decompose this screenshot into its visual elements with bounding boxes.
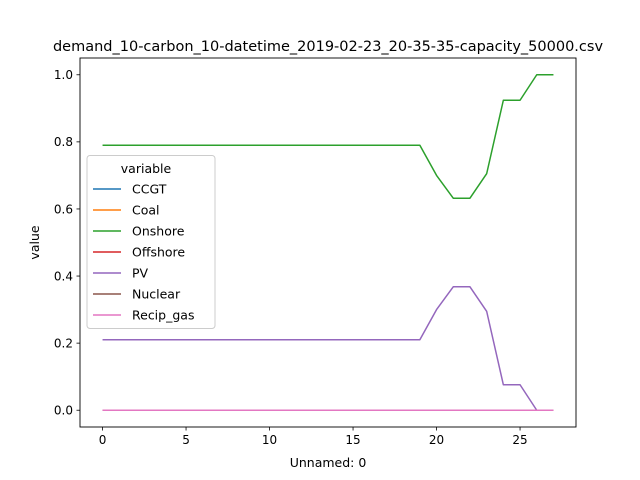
legend-box bbox=[86, 155, 216, 329]
y-tick-label: 0.2 bbox=[54, 336, 73, 350]
y-tick-label: 0.8 bbox=[54, 135, 73, 149]
y-tick-label: 1.0 bbox=[54, 68, 73, 82]
legend-label-coal: Coal bbox=[132, 203, 160, 218]
legend-label-pv: PV bbox=[132, 266, 149, 281]
series-line-onshore bbox=[102, 74, 554, 199]
plot-area-frame bbox=[79, 57, 577, 428]
x-tick-label: 10 bbox=[262, 433, 277, 447]
legend-label-nuclear: Nuclear bbox=[132, 287, 181, 302]
legend-label-onshore: Onshore bbox=[132, 224, 185, 239]
x-tick-label: 0 bbox=[99, 433, 107, 447]
y-tick-label: 0.4 bbox=[54, 269, 73, 283]
y-tick-label: 0.0 bbox=[54, 404, 73, 418]
x-tick-label: 25 bbox=[512, 433, 527, 447]
x-tick-label: 5 bbox=[182, 433, 190, 447]
x-tick-label: 20 bbox=[429, 433, 444, 447]
x-axis-label: Unnamed: 0 bbox=[290, 455, 367, 470]
chart-title: demand_10-carbon_10-datetime_2019-02-23_… bbox=[53, 39, 603, 55]
x-axis: 0 5 10 15 20 25 bbox=[99, 427, 528, 447]
series-layer bbox=[102, 74, 554, 411]
y-axis: 0.0 0.2 0.4 0.6 0.8 1.0 bbox=[54, 68, 80, 418]
y-tick-label: 0.6 bbox=[54, 202, 73, 216]
legend-label-ccgt: CCGT bbox=[132, 182, 167, 197]
legend-label-offshore: Offshore bbox=[132, 245, 185, 260]
legend-title: variable bbox=[121, 161, 172, 176]
y-axis-label: value bbox=[27, 225, 42, 259]
series-line-pv bbox=[102, 286, 554, 411]
legend-label-recip-gas: Recip_gas bbox=[132, 308, 194, 323]
legend: variable CCGT Coal Onshore Offshore PV Nuclea… bbox=[86, 155, 216, 329]
legend-entries: CCGT Coal Onshore Offshore PV Nuclear Recip_ga… bbox=[93, 182, 194, 323]
x-tick-label: 15 bbox=[345, 433, 360, 447]
